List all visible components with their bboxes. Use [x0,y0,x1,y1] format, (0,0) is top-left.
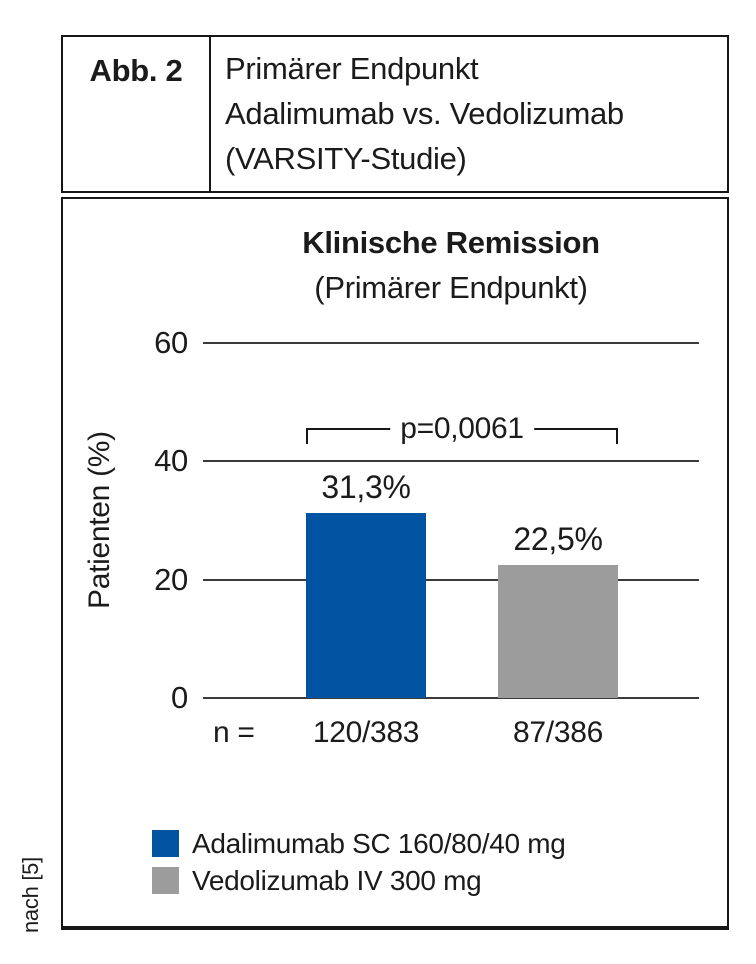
n-prefix: n = [213,716,255,749]
y-axis-label: Patienten (%) [83,431,116,609]
legend-item: Vedolizumab IV 300 mg [152,862,566,899]
figure-title: Primärer Endpunkt Adalimumab vs. Vedoliz… [211,37,727,191]
legend-swatch-adalimumab [152,830,179,857]
legend-item: Adalimumab SC 160/80/40 mg [152,825,566,862]
bar-adalimumab [306,512,426,698]
legend-label: Adalimumab SC 160/80/40 mg [192,827,566,859]
chart-subtitle: (Primärer Endpunkt) [314,270,588,305]
legend: Adalimumab SC 160/80/40 mg Vedolizumab I… [152,825,566,899]
source-note: nach [5] [18,857,43,933]
chart-title: Klinische Remission [302,225,600,260]
figure-title-line: Primärer Endpunkt [225,51,479,86]
y-tick-label: 60 [154,325,188,360]
gridline [203,460,699,463]
figure-title-line: Adalimumab vs. Vedolizumab [225,96,624,131]
gridline [203,342,699,344]
gridline [203,697,699,699]
figure-label-cell: Abb. 2 [63,37,211,191]
p-value-label: p=0,0061 [390,412,534,446]
figure-header: Abb. 2 Primärer Endpunkt Adalimumab vs. … [61,35,729,193]
n-row: n = 120/383 87/386 [63,716,731,750]
y-tick-label: 0 [171,680,188,715]
p-value-bracket: p=0,0061 [306,412,618,446]
legend-swatch-vedolizumab [152,867,179,894]
chart-title-block: Klinische Remission (Primärer Endpunkt) [203,224,699,307]
y-tick-label: 40 [154,443,188,479]
bar-vedolizumab [498,564,618,698]
y-tick-label: 20 [154,561,188,597]
chart-panel: Klinische Remission (Primärer Endpunkt) … [61,197,729,930]
n-label: 87/386 [513,716,603,749]
figure-label: Abb. 2 [89,53,183,88]
n-label: 120/383 [312,716,420,749]
bar-value-label: 22,5% [513,520,603,557]
gridline [203,578,699,581]
figure-title-line: (VARSITY-Studie) [225,141,467,176]
legend-label: Vedolizumab IV 300 mg [192,864,482,896]
bar-value-label: 31,3% [321,468,411,505]
